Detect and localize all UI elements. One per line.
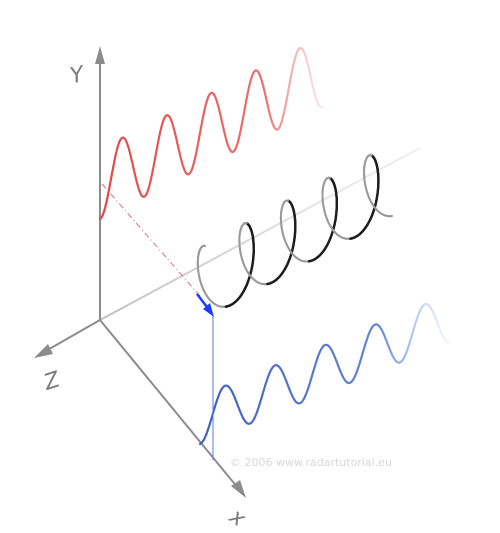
x-axis-label: x xyxy=(224,504,251,533)
helix xyxy=(196,154,393,308)
y-axis-arrow-icon xyxy=(95,46,105,64)
red-projection-dash xyxy=(101,183,201,297)
x-axis xyxy=(99,319,246,498)
field-vector xyxy=(196,293,214,317)
x-axis-arrow-icon xyxy=(231,480,246,498)
y-axis xyxy=(95,46,105,320)
y-axis-label: Y xyxy=(68,62,88,90)
z-axis-arrow-icon xyxy=(34,344,53,358)
field-vector-arrow-icon xyxy=(203,303,214,317)
z-axis xyxy=(34,319,101,358)
propagation-axis xyxy=(99,147,421,321)
red-wave xyxy=(98,46,324,221)
z-axis-label: Z xyxy=(40,367,64,396)
blue-wave xyxy=(198,302,452,446)
copyright-text: © 2006 www.radartutorial.eu xyxy=(230,456,392,469)
